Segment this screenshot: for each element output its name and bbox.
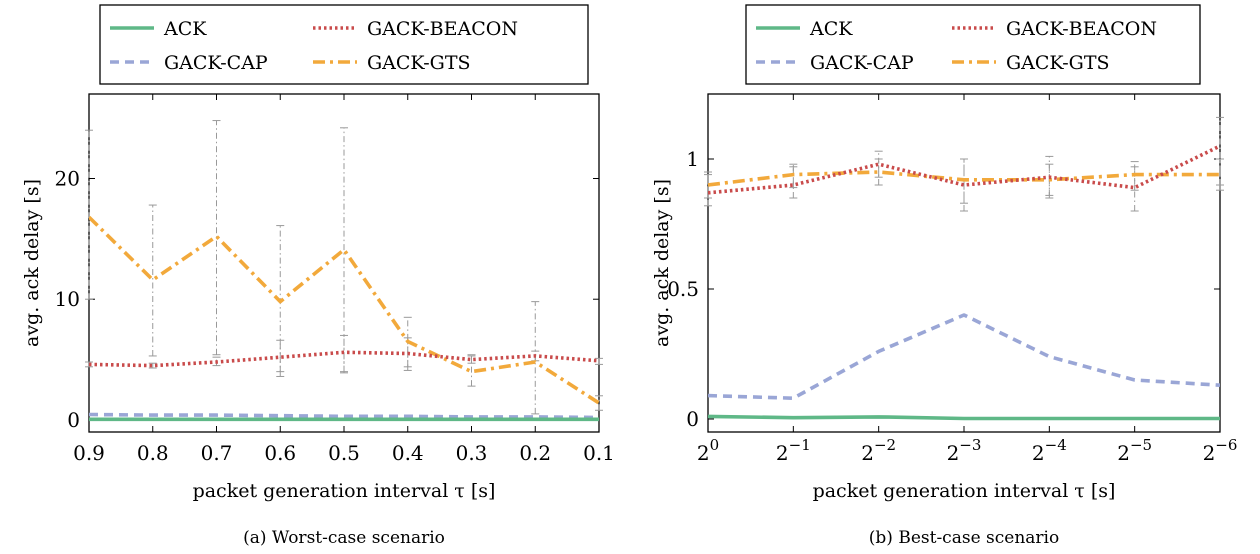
x-tick-exponent: −2 [874,436,896,454]
series-line-gack-cap [708,313,1220,401]
x-tick-exponent: −1 [789,436,811,454]
legend-label: GACK-BEACON [367,18,518,40]
x-tick-label: 2−1 [776,436,811,465]
x-tick-label: 2−5 [1117,436,1152,465]
series-line-ack [708,414,1220,421]
legend-label: ACK [163,18,207,40]
x-tick-exponent: −4 [1045,436,1067,454]
y-tick-label: 10 [55,287,80,311]
y-axis-label: avg. ack delay [s] [651,179,673,347]
x-tick-label: 0.3 [456,441,488,465]
series-line-gack-beacon [89,350,599,368]
legend-label: GACK-GTS [367,52,471,74]
x-tick-label: 2−3 [947,436,982,465]
legend: ACK GACK-BEACON GACK-CAP GACK-GTS [99,4,589,85]
x-tick-label: 0.9 [73,441,105,465]
chart-caption: (b) Best-case scenario [869,528,1059,548]
x-axis-label: packet generation interval τ [s] [193,480,496,502]
x-tick-label: 0.6 [264,441,296,465]
series-line-gack-gts [708,170,1220,187]
x-tick-exponent: −3 [959,436,981,454]
series-line-gack-cap [89,412,599,420]
legend-frame [99,4,589,85]
y-tick-label: 0 [67,408,80,432]
legend-label: GACK-BEACON [1006,18,1157,40]
y-tick-label: 20 [55,167,80,191]
x-tick-exponent: −5 [1130,436,1152,454]
x-tick-label: 0.5 [328,441,360,465]
legend-label: GACK-GTS [1006,52,1110,74]
y-tick-label: 1 [686,147,699,171]
x-tick-label: 2−6 [1203,436,1238,465]
legend-frame [745,4,1201,85]
chart-worst-case: 0 10 20 0.9 0.8 0.7 0.6 0.5 0.4 0.3 0.2 0.1 avg. ack… [21,4,615,548]
legend-label: GACK-CAP [810,52,914,74]
x-tick-label: 20 [697,436,719,465]
x-tick-label: 0.2 [519,441,551,465]
legend-label: ACK [809,18,853,40]
x-tick-label: 0.7 [201,441,233,465]
y-tick-label: 0 [686,407,699,431]
x-tick-label: 2−2 [861,436,896,465]
legend: ACK GACK-BEACON GACK-CAP GACK-GTS [745,4,1201,85]
x-tick-label: 0.1 [583,441,615,465]
chart-caption: (a) Worst-case scenario [243,528,445,548]
y-tick-label: 0.5 [667,277,699,301]
x-axis-label: packet generation interval τ [s] [813,480,1116,502]
legend-label: GACK-CAP [164,52,268,74]
x-tick-label: 0.4 [392,441,424,465]
chart-best-case: 0 0.5 1 20 2−1 2−2 2−3 2−4 2−5 2−6 avg. ack delay … [651,4,1238,548]
x-tick-exponent: 0 [710,436,720,454]
x-tick-label: 0.8 [137,441,169,465]
x-tick-label: 2−4 [1032,436,1067,465]
y-axis-label: avg. ack delay [s] [21,179,43,347]
x-tick-exponent: −6 [1215,436,1237,454]
